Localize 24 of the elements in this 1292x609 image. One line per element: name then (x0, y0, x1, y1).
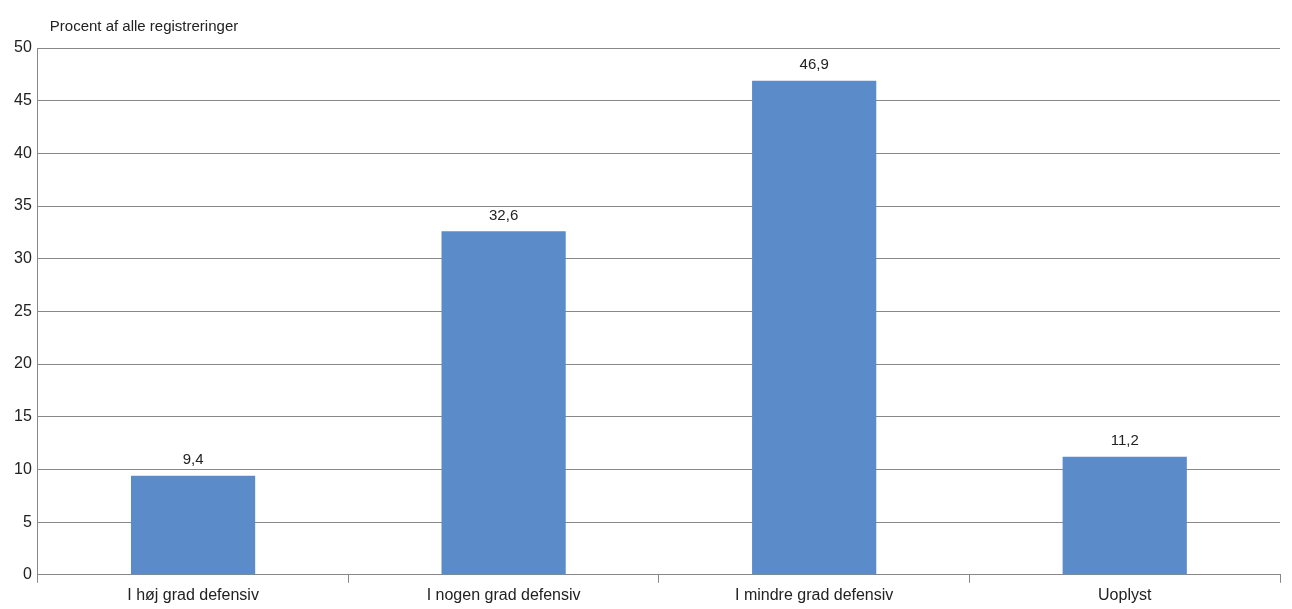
data-label: 9,4 (182, 450, 204, 468)
y-tick-label: 45 (14, 91, 32, 109)
y-tick-label: 50 (14, 38, 32, 56)
y-tick-label: 40 (14, 143, 32, 161)
data-label: 32,6 (489, 205, 519, 223)
y-tick-label: 20 (14, 354, 32, 372)
data-label: 11,2 (1110, 431, 1139, 449)
y-tick-label: 0 (22, 565, 32, 583)
bar (441, 231, 566, 575)
y-tick-label: 5 (22, 512, 32, 530)
y-tick-label: 10 (14, 459, 32, 477)
data-label: 46,9 (799, 55, 829, 73)
y-tick-label: 30 (14, 249, 32, 267)
bar (752, 80, 877, 575)
x-tick-label: I høj grad defensiv (127, 585, 259, 603)
x-tick-label: I nogen grad defensiv (426, 585, 581, 603)
y-tick-label: 25 (14, 301, 32, 319)
bar (130, 475, 256, 575)
y-axis-title: Procent af alle registreringer (49, 16, 239, 34)
bar (1062, 456, 1187, 575)
y-tick-label: 35 (14, 196, 32, 214)
x-tick-label: I mindre grad defensiv (735, 585, 894, 603)
y-tick-label: 15 (14, 407, 32, 425)
x-tick-label: Uoplyst (1098, 585, 1152, 603)
